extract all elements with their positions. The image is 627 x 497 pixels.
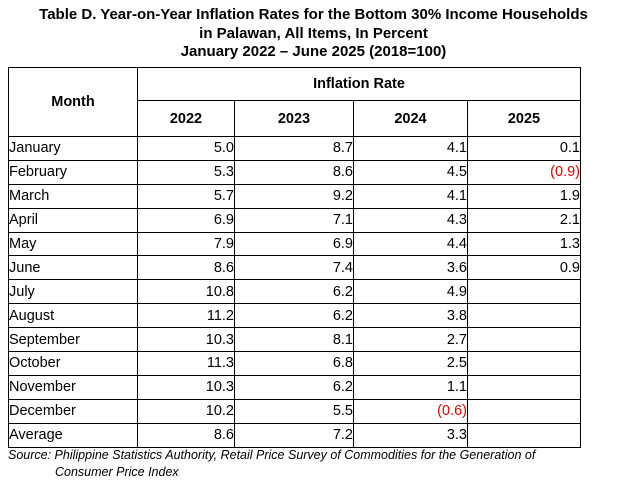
month-cell: Average xyxy=(8,422,138,448)
source-note: Source: Philippine Statistics Authority,… xyxy=(8,447,618,481)
value-cell-2025 xyxy=(467,303,581,329)
value-cell-2025: 1.3 xyxy=(467,231,581,257)
month-cell: February xyxy=(8,159,138,185)
table-row: May 7.9 6.9 4.4 1.3 xyxy=(8,231,581,257)
value-cell-2024: 1.1 xyxy=(353,374,468,400)
table-row: June 8.6 7.4 3.6 0.9 xyxy=(8,255,581,281)
value-cell-2024: 3.6 xyxy=(353,255,468,281)
value-cell-2022: 8.6 xyxy=(137,255,235,281)
value-cell-2025 xyxy=(467,374,581,400)
value-cell-2023: 6.2 xyxy=(234,303,354,329)
value-cell-2024: 2.5 xyxy=(353,351,468,376)
value-cell-2024: 3.3 xyxy=(353,422,468,448)
source-line-2: Consumer Price Index xyxy=(55,465,179,479)
table-row: October 11.3 6.8 2.5 xyxy=(8,351,581,376)
value-cell-2022: 7.9 xyxy=(137,231,235,257)
month-cell: October xyxy=(8,351,138,376)
table-row: August 11.2 6.2 3.8 xyxy=(8,303,581,329)
title-line-3: January 2022 – June 2025 (2018=100) xyxy=(180,43,447,60)
value-cell-2023: 6.2 xyxy=(234,279,354,305)
value-cell-2025 xyxy=(467,398,581,424)
value-cell-2022: 11.3 xyxy=(137,351,235,376)
table-title: Table D. Year-on-Year Inflation Rates fo… xyxy=(0,6,627,62)
month-header: Month xyxy=(8,67,138,137)
value-cell-2022: 10.3 xyxy=(137,374,235,400)
month-cell: April xyxy=(8,207,138,233)
title-line-2: in Palawan, All Items, In Percent xyxy=(199,24,428,42)
value-cell-2023: 7.1 xyxy=(234,207,354,233)
value-cell-2022: 10.8 xyxy=(137,279,235,305)
value-cell-2023: 6.2 xyxy=(234,374,354,400)
month-cell: November xyxy=(8,374,138,400)
table-row: September 10.3 8.1 2.7 xyxy=(8,327,581,353)
value-cell-2023: 7.4 xyxy=(234,255,354,281)
month-cell: May xyxy=(8,231,138,257)
value-cell-2024: 4.3 xyxy=(353,207,468,233)
value-cell-2024: 4.4 xyxy=(353,231,468,257)
value-cell-2022: 10.2 xyxy=(137,398,235,424)
value-cell-2022: 10.3 xyxy=(137,327,235,353)
value-cell-2023: 7.2 xyxy=(234,422,354,448)
value-cell-2022: 5.3 xyxy=(137,159,235,185)
table-row: Average 8.6 7.2 3.3 xyxy=(8,422,581,448)
value-cell-2025 xyxy=(467,351,581,376)
value-cell-2024: 4.1 xyxy=(353,136,468,161)
value-cell-2023: 8.6 xyxy=(234,159,354,185)
value-cell-2022: 5.0 xyxy=(137,136,235,161)
value-cell-2024: 3.8 xyxy=(353,303,468,329)
year-header-2022: 2022 xyxy=(137,100,235,137)
value-cell-2025 xyxy=(467,279,581,305)
value-cell-2023: 6.8 xyxy=(234,351,354,376)
value-cell-2022: 5.7 xyxy=(137,183,235,209)
value-cell-2024: 4.9 xyxy=(353,279,468,305)
value-cell-2025: 1.9 xyxy=(467,183,581,209)
year-header-2024: 2024 xyxy=(353,100,468,137)
value-cell-2024: 4.5 xyxy=(353,159,468,185)
table-row: January 5.0 8.7 4.1 0.1 xyxy=(8,136,581,161)
month-cell: September xyxy=(8,327,138,353)
month-cell: June xyxy=(8,255,138,281)
table-row: July 10.8 6.2 4.9 xyxy=(8,279,581,305)
value-cell-2025: 2.1 xyxy=(467,207,581,233)
value-cell-2023: 8.7 xyxy=(234,136,354,161)
value-cell-2025 xyxy=(467,422,581,448)
inflation-rate-header: Inflation Rate xyxy=(137,67,581,101)
month-cell: December xyxy=(8,398,138,424)
value-cell-2023: 8.1 xyxy=(234,327,354,353)
value-cell-2025 xyxy=(467,327,581,353)
value-cell-2025: 0.1 xyxy=(467,136,581,161)
value-cell-2024: 2.7 xyxy=(353,327,468,353)
title-line-1: Table D. Year-on-Year Inflation Rates fo… xyxy=(39,6,588,23)
value-cell-2022: 6.9 xyxy=(137,207,235,233)
value-cell-2024: (0.6) xyxy=(353,398,468,424)
value-cell-2025: (0.9) xyxy=(467,159,581,185)
value-cell-2024: 4.1 xyxy=(353,183,468,209)
inflation-table: Month Inflation Rate 2022 2023 2024 2025… xyxy=(8,67,581,448)
table-row: March 5.7 9.2 4.1 1.9 xyxy=(8,183,581,209)
year-header-2023: 2023 xyxy=(234,100,354,137)
month-cell: March xyxy=(8,183,138,209)
table-row: November 10.3 6.2 1.1 xyxy=(8,374,581,400)
table-body: January 5.0 8.7 4.1 0.1 February 5.3 8.6 4.5 (0.9… xyxy=(8,136,581,448)
value-cell-2023: 9.2 xyxy=(234,183,354,209)
table-row: April 6.9 7.1 4.3 2.1 xyxy=(8,207,581,233)
value-cell-2023: 6.9 xyxy=(234,231,354,257)
month-cell: January xyxy=(8,136,138,161)
value-cell-2022: 11.2 xyxy=(137,303,235,329)
table-row: February 5.3 8.6 4.5 (0.9) xyxy=(8,159,581,185)
value-cell-2025: 0.9 xyxy=(467,255,581,281)
month-cell: August xyxy=(8,303,138,329)
value-cell-2022: 8.6 xyxy=(137,422,235,448)
year-header-2025: 2025 xyxy=(467,100,581,137)
source-line-1: Source: Philippine Statistics Authority,… xyxy=(8,448,536,462)
value-cell-2023: 5.5 xyxy=(234,398,354,424)
table-row: December 10.2 5.5 (0.6) xyxy=(8,398,581,424)
month-cell: July xyxy=(8,279,138,305)
